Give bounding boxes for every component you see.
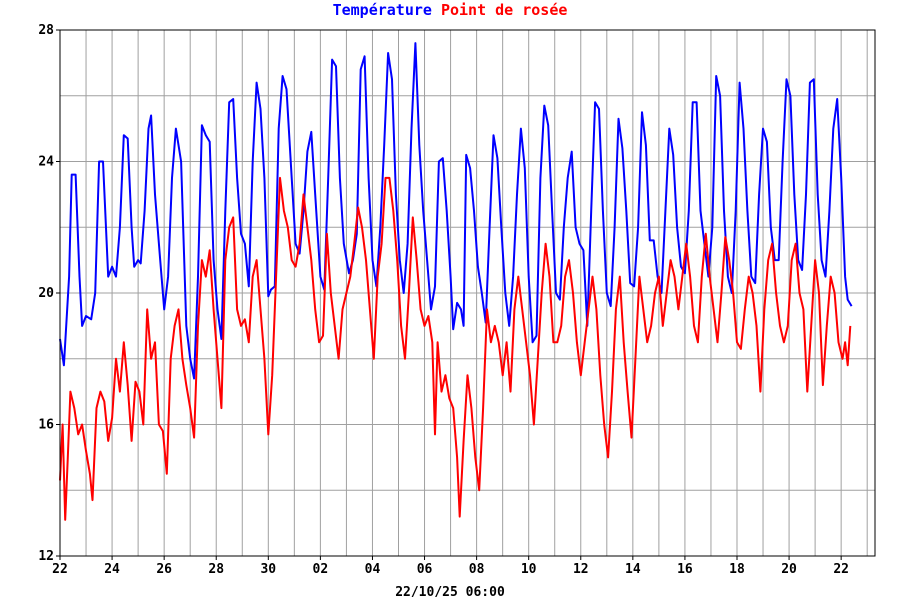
y-axis: 12 16 20 24 28 bbox=[38, 23, 60, 564]
x-tick-label: 20 bbox=[781, 562, 797, 577]
x-tick-label: 22 bbox=[52, 562, 68, 577]
x-tick-label: 14 bbox=[625, 562, 641, 577]
y-tick-label: 28 bbox=[38, 23, 54, 38]
series-dewpoint-line bbox=[59, 176, 852, 521]
x-tick-label: 04 bbox=[365, 562, 381, 577]
title-temperature: Température bbox=[333, 1, 432, 19]
x-tick-label: 24 bbox=[104, 562, 120, 577]
x-tick-label: 08 bbox=[469, 562, 485, 577]
y-tick-label: 16 bbox=[38, 418, 54, 433]
x-tick-label: 18 bbox=[729, 562, 745, 577]
x-tick-label: 06 bbox=[417, 562, 433, 577]
x-tick-label: 10 bbox=[521, 562, 537, 577]
title-dewpoint: Point de rosée bbox=[441, 1, 567, 19]
y-tick-label: 20 bbox=[38, 286, 54, 301]
series-temperature-line bbox=[59, 42, 853, 380]
x-axis: 22 24 26 28 30 02 04 06 08 10 12 14 16 18 20 22 bbox=[52, 556, 849, 577]
x-tick-label: 26 bbox=[156, 562, 172, 577]
x-tick-label: 28 bbox=[208, 562, 224, 577]
y-tick-label: 24 bbox=[38, 155, 54, 170]
x-tick-label: 30 bbox=[260, 562, 276, 577]
chart-title: Température Point de rosée bbox=[333, 1, 568, 19]
x-tick-label: 02 bbox=[313, 562, 329, 577]
series-layer bbox=[59, 42, 853, 521]
timestamp-footer: 22/10/25 06:00 bbox=[395, 585, 505, 600]
x-tick-label: 12 bbox=[573, 562, 589, 577]
y-tick-label: 12 bbox=[38, 549, 54, 564]
x-tick-label: 16 bbox=[677, 562, 693, 577]
x-tick-label: 22 bbox=[833, 562, 849, 577]
